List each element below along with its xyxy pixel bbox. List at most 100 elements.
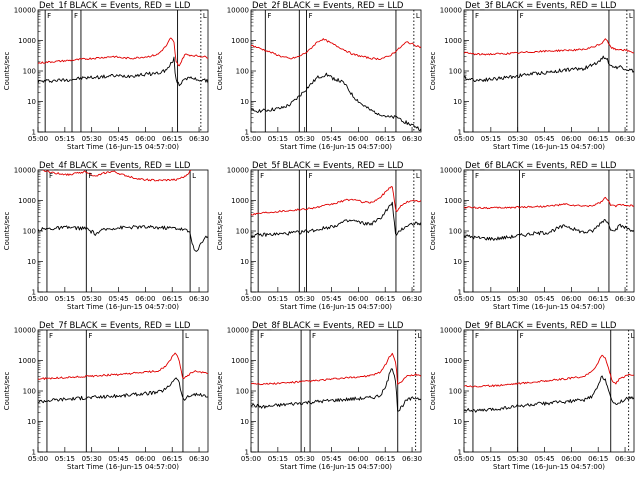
x-tick-label: 05:45 <box>534 455 554 463</box>
y-tick-label: 1000 <box>444 37 462 45</box>
marker-label: F <box>88 332 92 340</box>
y-tick-label: 100 <box>236 228 249 236</box>
y-tick-label: 1 <box>458 449 462 457</box>
y-tick-label: 1 <box>245 129 249 137</box>
x-axis-label: Start Time (16-Jun-15 04:57:00) <box>493 463 605 471</box>
x-tick-label: 05:15 <box>481 135 501 143</box>
x-tick-label: 06:30 <box>402 455 422 463</box>
marker-label: F <box>308 172 312 180</box>
detector-panel: Det_7f BLACK = Events, RED = LLD 1 10 100 10… <box>0 320 213 480</box>
x-tick-label: 06:15 <box>588 455 608 463</box>
x-tick-label: 06:15 <box>588 135 608 143</box>
lld-series-line <box>464 354 634 388</box>
y-tick-label: 10000 <box>227 327 249 335</box>
lld-series-line <box>251 352 421 386</box>
x-tick-label: 06:00 <box>561 295 581 303</box>
detector-chart: Det_3f BLACK = Events, RED = LLD 1 10 100 10… <box>429 1 635 151</box>
x-tick-label: 05:00 <box>241 455 261 463</box>
plot-frame <box>37 169 209 293</box>
marker-label: F <box>260 172 264 180</box>
lld-series-line <box>251 186 421 216</box>
marker-label: F <box>308 12 312 20</box>
x-tick-label: 05:45 <box>108 135 128 143</box>
detector-chart: Det_7f BLACK = Events, RED = LLD 1 10 100 10… <box>3 321 209 471</box>
chart-title: Det_8f BLACK = Events, RED = LLD <box>252 321 404 331</box>
y-tick-label: 10 <box>27 98 36 106</box>
events-series-line <box>38 377 208 404</box>
detector-chart: Det_2f BLACK = Events, RED = LLD 1 10 100 10… <box>216 1 422 151</box>
y-tick-label: 1000 <box>18 357 36 365</box>
y-tick-label: 1000 <box>231 197 249 205</box>
y-tick-label: 10000 <box>227 7 249 15</box>
marker-label: L <box>418 332 422 340</box>
y-tick-label: 1000 <box>444 197 462 205</box>
x-tick-label: 06:15 <box>375 135 395 143</box>
y-tick-label: 10000 <box>14 327 36 335</box>
x-tick-label: 05:45 <box>321 295 341 303</box>
x-axis-label: Start Time (16-Jun-15 04:57:00) <box>280 303 392 311</box>
chart-title: Det_7f BLACK = Events, RED = LLD <box>39 321 191 331</box>
marker-label: F <box>88 172 92 180</box>
marker-label: F <box>520 12 524 20</box>
lld-series-line <box>464 196 634 210</box>
x-tick-label: 06:30 <box>615 455 635 463</box>
marker-label: L <box>631 332 635 340</box>
x-tick-label: 05:30 <box>82 135 102 143</box>
x-tick-label: 05:30 <box>508 295 528 303</box>
x-tick-label: 06:30 <box>189 135 209 143</box>
y-tick-label: 1 <box>245 449 249 457</box>
detector-panel: Det_2f BLACK = Events, RED = LLD 1 10 100 10… <box>213 0 426 160</box>
events-series-line <box>251 368 421 412</box>
y-tick-label: 10 <box>453 418 462 426</box>
marker-label: F <box>475 332 479 340</box>
y-tick-label: 1000 <box>444 357 462 365</box>
x-tick-label: 05:30 <box>295 135 315 143</box>
detector-chart: Det_1f BLACK = Events, RED = LLD 1 10 100 10… <box>3 1 209 151</box>
events-series-line <box>464 375 634 413</box>
y-tick-label: 1000 <box>231 37 249 45</box>
x-tick-label: 06:30 <box>402 135 422 143</box>
plot-frame <box>37 9 209 133</box>
plot-frame <box>250 329 422 453</box>
y-tick-label: 100 <box>23 388 36 396</box>
x-tick-label: 05:00 <box>454 295 474 303</box>
x-tick-label: 05:30 <box>295 295 315 303</box>
y-tick-label: 10000 <box>14 7 36 15</box>
x-tick-label: 05:15 <box>55 295 75 303</box>
marker-label: L <box>629 172 633 180</box>
detector-chart: Det_5f BLACK = Events, RED = LLD 1 10 100 10… <box>216 161 422 311</box>
events-series-line <box>38 56 208 87</box>
chart-title: Det_9f BLACK = Events, RED = LLD <box>465 321 617 331</box>
x-tick-label: 05:00 <box>241 295 261 303</box>
x-axis-label: Start Time (16-Jun-15 04:57:00) <box>67 463 179 471</box>
x-tick-label: 06:00 <box>135 455 155 463</box>
x-tick-label: 06:15 <box>375 455 395 463</box>
marker-label: F <box>49 332 53 340</box>
x-tick-label: 05:00 <box>241 135 261 143</box>
x-tick-label: 06:15 <box>375 295 395 303</box>
marker-label: L <box>416 12 420 20</box>
detector-chart: Det_9f BLACK = Events, RED = LLD 1 10 100 10… <box>429 321 635 471</box>
marker-label: F <box>74 12 78 20</box>
lld-series-line <box>464 38 634 56</box>
detector-chart: Det_6f BLACK = Events, RED = LLD 1 10 100 10… <box>429 161 635 311</box>
x-tick-label: 06:30 <box>189 295 209 303</box>
y-tick-label: 1000 <box>18 197 36 205</box>
x-tick-label: 05:45 <box>108 295 128 303</box>
detector-panel: Det_1f BLACK = Events, RED = LLD 1 10 100 10… <box>0 0 213 160</box>
y-tick-label: 1 <box>32 129 36 137</box>
y-tick-label: 100 <box>449 228 462 236</box>
x-tick-label: 06:30 <box>402 295 422 303</box>
x-tick-label: 06:00 <box>135 295 155 303</box>
marker-label: L <box>416 172 420 180</box>
y-tick-label: 10 <box>453 258 462 266</box>
y-tick-label: 10000 <box>440 327 462 335</box>
lld-series-line <box>38 37 208 67</box>
y-tick-label: 10000 <box>440 7 462 15</box>
marker-label: F <box>49 172 53 180</box>
marker-label: F <box>475 12 479 20</box>
x-axis-label: Start Time (16-Jun-15 04:57:00) <box>493 143 605 151</box>
x-tick-label: 05:30 <box>508 455 528 463</box>
y-tick-label: 10 <box>27 258 36 266</box>
